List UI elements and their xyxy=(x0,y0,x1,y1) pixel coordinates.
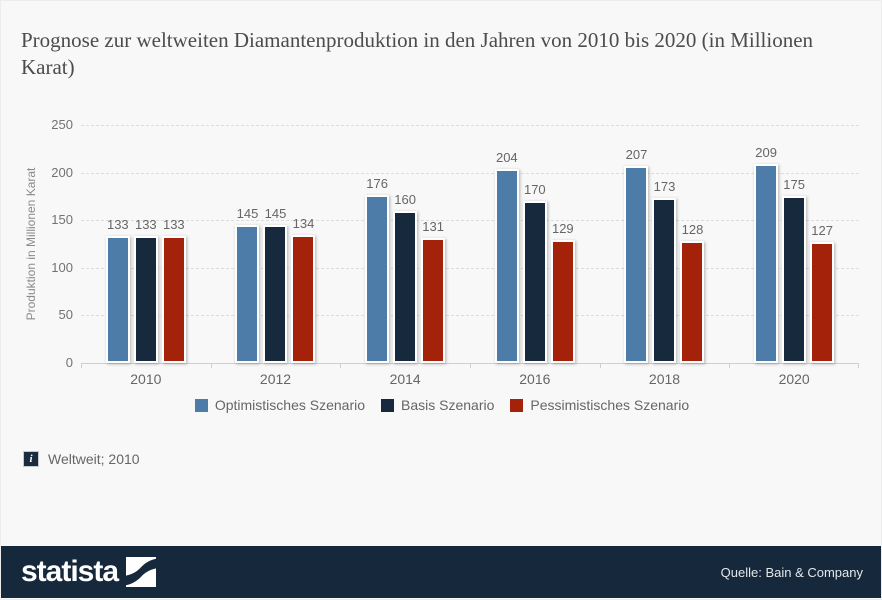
x-axis-tick xyxy=(729,363,730,368)
bar-2016-basis-szenario xyxy=(522,201,547,363)
footnote: i Weltweit; 2010 xyxy=(23,451,140,467)
bar-value-label: 170 xyxy=(523,182,546,197)
bar-2010-basis-szenario xyxy=(133,236,158,363)
bar-value-label: 209 xyxy=(755,145,777,160)
bar-group-2010: 133 133 133 2010 xyxy=(81,125,211,387)
bar-2018-pessimistisches-szenario xyxy=(680,241,705,363)
info-icon[interactable]: i xyxy=(23,451,39,467)
bar-value-label: 133 xyxy=(134,217,157,232)
bar-value-label: 173 xyxy=(653,179,676,194)
statista-logo-text: statista xyxy=(21,555,119,588)
bar-2014-optimistisches-szenario xyxy=(365,195,390,363)
bar-value-label: 160 xyxy=(394,192,416,207)
bar-2012-basis-szenario xyxy=(263,225,288,363)
x-axis-tick xyxy=(340,363,341,368)
legend-swatch xyxy=(194,398,208,412)
x-axis-label-2010: 2010 xyxy=(130,371,162,387)
y-tick-label: 0 xyxy=(65,355,73,370)
statista-logo[interactable]: statista xyxy=(21,555,157,588)
y-tick-label: 200 xyxy=(51,164,73,180)
gridline-50 xyxy=(81,315,859,317)
x-axis-label-2016: 2016 xyxy=(519,371,551,387)
legend-label: Optimistisches Szenario xyxy=(214,397,366,413)
bar-2020-optimistisches-szenario xyxy=(754,164,779,363)
x-axis-label-2012: 2012 xyxy=(259,371,292,387)
bar-value-label: 133 xyxy=(162,217,185,232)
bar-value-label: 129 xyxy=(551,221,574,236)
bar-group-2016: 204 170 129 2016 xyxy=(470,125,600,387)
x-axis-tick xyxy=(81,363,82,368)
gridline-200 xyxy=(81,172,859,174)
bar-value-label: 133 xyxy=(106,217,129,232)
gridline-250 xyxy=(81,125,859,126)
legend-label: Pessimistisches Szenario xyxy=(530,397,690,413)
y-axis-title: Produktion in Millionen Karat xyxy=(24,167,38,321)
bar-2014-pessimistisches-szenario xyxy=(421,238,446,363)
bar-2014-basis-szenario xyxy=(393,211,418,363)
bar-value-label: 127 xyxy=(811,223,833,238)
bar-2016-optimistisches-szenario xyxy=(494,169,519,363)
bar-2012-pessimistisches-szenario xyxy=(291,235,316,363)
statista-logo-icon xyxy=(126,557,157,587)
legend-item-optimistisches-szenario: Optimistisches Szenario xyxy=(194,397,366,413)
bar-2016-pessimistisches-szenario xyxy=(550,240,575,363)
x-axis-tick xyxy=(211,363,212,368)
x-axis-tick xyxy=(858,363,859,368)
gridline-100 xyxy=(81,267,859,269)
source-text: Quelle: Bain & Company xyxy=(720,564,863,580)
y-tick-label: 100 xyxy=(51,259,73,275)
legend-label: Basis Szenario xyxy=(401,397,495,413)
bar-value-label: 145 xyxy=(264,206,287,221)
bar-group-2014: 176 160 131 2014 xyxy=(340,125,470,387)
bar-group-2018: 207 173 128 2018 xyxy=(600,125,730,387)
bar-group-2020: 209 175 127 2020 xyxy=(729,125,859,387)
bar-value-label: 204 xyxy=(495,150,518,165)
footnote-text: Weltweit; 2010 xyxy=(48,451,140,467)
bar-2012-optimistisches-szenario xyxy=(235,225,260,363)
legend-swatch xyxy=(510,398,524,412)
footer-bar: statista Quelle: Bain & Company xyxy=(1,546,881,598)
legend-item-pessimistisches-szenario: Pessimistisches Szenario xyxy=(510,397,689,413)
legend: Optimistisches Szenario Basis Szenario Pes… xyxy=(1,397,881,413)
plot-area: 133 133 133 2010 145 145 134 2012 176 160 131 2014 2… xyxy=(81,125,859,387)
gridline-150 xyxy=(81,220,859,222)
chart-title: Prognose zur weltweiten Diamantenprodukt… xyxy=(21,28,814,79)
bar-value-label: 145 xyxy=(236,206,259,221)
y-tick-label: 50 xyxy=(58,307,73,323)
bar-2010-pessimistisches-szenario xyxy=(161,236,186,363)
x-axis-label-2020: 2020 xyxy=(778,371,810,387)
bar-value-label: 134 xyxy=(292,216,315,231)
bar-value-label: 131 xyxy=(422,219,444,234)
x-axis-label-2014: 2014 xyxy=(389,371,421,387)
y-tick-label: 150 xyxy=(51,212,73,228)
bar-group-2012: 145 145 134 2012 xyxy=(211,125,341,387)
x-axis-label-2018: 2018 xyxy=(648,371,681,387)
legend-swatch xyxy=(381,398,395,412)
x-axis-tick xyxy=(600,363,601,368)
bar-2010-optimistisches-szenario xyxy=(105,236,130,363)
bar-value-label: 207 xyxy=(625,147,648,162)
bar-value-label: 175 xyxy=(783,177,805,192)
bar-value-label: 128 xyxy=(681,222,704,237)
bar-2018-optimistisches-szenario xyxy=(624,166,649,363)
y-tick-label: 250 xyxy=(51,117,73,132)
bar-2020-pessimistisches-szenario xyxy=(810,242,835,363)
bar-value-label: 176 xyxy=(366,176,388,191)
x-axis-tick xyxy=(470,363,471,368)
bar-2018-basis-szenario xyxy=(652,198,677,363)
legend-item-basis-szenario: Basis Szenario xyxy=(381,397,494,413)
bar-2020-basis-szenario xyxy=(782,196,807,363)
